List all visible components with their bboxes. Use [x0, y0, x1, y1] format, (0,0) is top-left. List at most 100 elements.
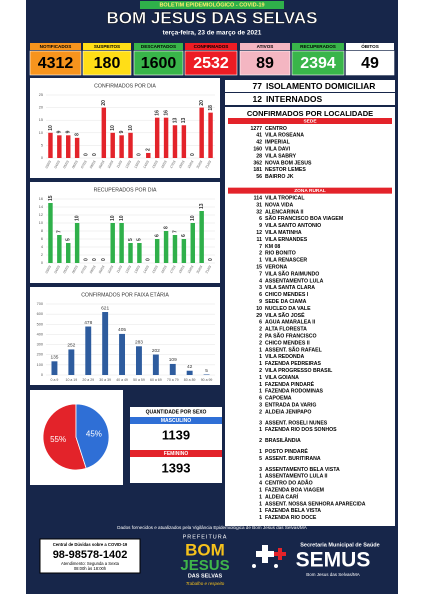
locality-count: 1 — [259, 389, 262, 395]
locality-count: 3 — [259, 285, 262, 291]
value-label: 5 — [128, 238, 134, 241]
locality-count: 3 — [259, 402, 262, 408]
stat-label-band — [83, 43, 131, 50]
locality-name: PA SÃO FRANCISCO — [265, 332, 317, 339]
value-label: 202 — [152, 348, 160, 354]
x-tick-label: 08/03 — [89, 160, 97, 169]
value-label: 42 — [187, 364, 193, 370]
locality-name: FAZENDA RODOMINAS — [265, 389, 324, 395]
bar — [48, 203, 53, 263]
x-tick-label: 19/03 — [187, 160, 195, 169]
value-label: 20 — [101, 100, 107, 106]
bar — [137, 243, 142, 263]
x-tick-label: 19/03 — [187, 265, 195, 274]
value-label: 7 — [57, 230, 63, 233]
bar — [199, 107, 204, 158]
locality-name: NOVA BOM JESUS — [265, 160, 312, 166]
stat-box — [291, 50, 345, 76]
value-label: 10 — [110, 125, 116, 131]
locality-name: VILA ERNANDES — [265, 237, 308, 243]
y-tick-label: 8 — [41, 229, 43, 233]
stat-label: SUSPEITOS — [94, 44, 120, 49]
x-tick-label: 05/03 — [62, 160, 70, 169]
locality-count: 362 — [253, 160, 262, 166]
value-label: 10 — [190, 215, 196, 221]
locality-name: ENTRADA DA VARIG — [265, 402, 316, 408]
value-label: 405 — [118, 327, 126, 333]
status-box — [225, 93, 395, 105]
value-label: 13 — [181, 117, 187, 123]
locality-count: 29 — [256, 313, 262, 319]
stat-label: ÓBITOS — [361, 42, 379, 49]
x-tick-label: 09/03 — [98, 160, 106, 169]
locality-name: FAZENDA PINDARÉ — [265, 380, 315, 388]
value-label: 9 — [66, 130, 72, 133]
value-label: 20 — [199, 100, 205, 106]
locality-count: 28 — [256, 153, 262, 159]
bar — [154, 117, 160, 158]
value-label: 5 — [66, 238, 72, 241]
locality-count: 2 — [259, 438, 262, 444]
value-label: 13 — [172, 117, 178, 123]
value-label: 9 — [57, 130, 63, 133]
prefeitura-slogan: Trabalho e respeito — [186, 581, 225, 586]
bar — [172, 235, 178, 263]
x-tick-label: 06/03 — [71, 160, 79, 169]
bar — [163, 231, 169, 263]
locality-count: 41 — [256, 133, 262, 139]
bar — [102, 312, 109, 375]
x-tick-label: 70 a 79 — [167, 378, 179, 382]
y-tick-label: 10 — [39, 221, 43, 225]
x-tick-label: 20 a 29 — [82, 378, 94, 382]
locality-count: 1 — [259, 487, 262, 493]
stat-label-band — [185, 43, 237, 50]
chart-title: CONFIRMADOS POR DIA — [94, 83, 156, 89]
locality-count: 1 — [259, 354, 262, 360]
x-tick-label: 04/03 — [53, 160, 61, 169]
section-band — [228, 187, 392, 194]
y-tick-label: 6 — [41, 237, 43, 241]
locality-name: ALDEIA JENIPAPO — [265, 409, 311, 415]
value-label: 13 — [199, 203, 205, 209]
locality-count: 3 — [259, 467, 262, 473]
locality-count: 32 — [256, 209, 262, 215]
y-tick-label: 10 — [39, 131, 43, 135]
locality-name: KM 08 — [265, 244, 280, 250]
stat-label-band — [30, 43, 81, 50]
y-tick-label: 500 — [37, 322, 43, 326]
locality-count: 12 — [256, 230, 262, 236]
locality-count: 1277 — [250, 126, 262, 132]
y-tick-label: 25 — [39, 93, 43, 97]
locality-count: 1 — [259, 449, 262, 455]
bar — [146, 152, 151, 158]
locality-name: CENTRO DO ADÃO — [265, 480, 313, 487]
stat-box — [133, 50, 184, 76]
locality-name: SÃO FRANCISCO BOA VIAGEM — [265, 215, 343, 222]
locality-name: VILA SÃO JOSÉ — [265, 311, 305, 319]
locality-name: SEDE DA CIAMA — [265, 299, 307, 305]
locality-count: 160 — [253, 147, 262, 153]
x-tick-label: 18/03 — [178, 160, 186, 169]
locality-count: 56 — [256, 174, 262, 180]
locality-name: FAZENDA BOA VIAGEM — [265, 487, 324, 493]
x-tick-label: 17/03 — [169, 160, 177, 169]
chart-title: CONFIRMADOS POR FAIXA ETÁRIA — [81, 291, 169, 298]
locality-name: FAZENDA RIO DOCE — [265, 515, 317, 521]
x-tick-label: 12/03 — [125, 160, 133, 169]
semus-subtitle: Secretaria Municipal de Saúde — [300, 542, 379, 548]
sex-title: QUANTIDADE POR SEXO — [146, 409, 207, 415]
stat-box — [345, 50, 395, 76]
pie-slice — [75, 403, 110, 469]
status-label: ISOLAMENTO DOMICILIAR — [266, 81, 375, 91]
locality-count: 1 — [259, 361, 262, 367]
x-tick-label: 14/03 — [142, 160, 150, 169]
status-box — [225, 80, 395, 92]
stat-label: RECUPERADOS — [300, 44, 336, 49]
y-tick-label: 2 — [41, 253, 43, 257]
helpline-title: Central de Dúvidas sobre a COVID-19 — [53, 542, 128, 547]
bar — [152, 354, 159, 375]
locality-count: 7 — [259, 244, 262, 250]
sex-value: 1393 — [162, 460, 191, 475]
locality-count: 114 — [254, 195, 262, 201]
